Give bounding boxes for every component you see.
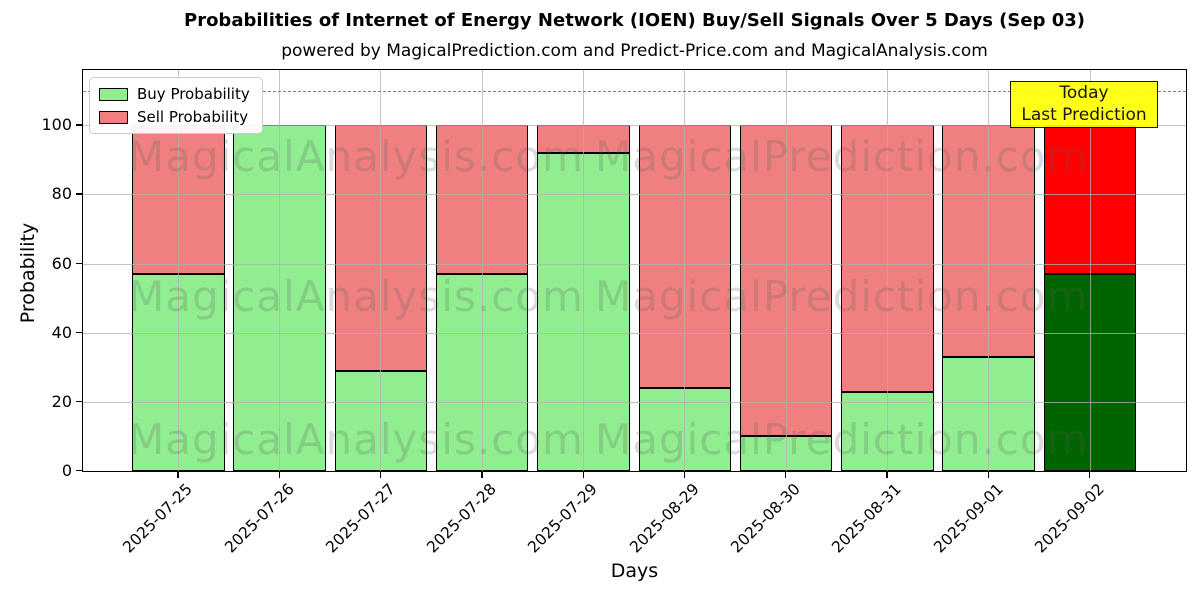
watermark-text: MagicalAnalysis.com — [128, 272, 584, 321]
x-tick-icon — [177, 472, 179, 478]
y-tick-icon — [76, 193, 82, 195]
x-tick-icon — [1089, 472, 1091, 478]
y-tick-icon — [76, 262, 82, 264]
buy-swatch-icon — [99, 87, 128, 101]
x-tick-icon — [987, 472, 990, 478]
watermark-text: MagicalAnalysis.com — [128, 415, 584, 464]
v-gridline — [886, 70, 888, 471]
x-tick-icon — [278, 472, 280, 478]
y-tick-icon — [76, 124, 82, 126]
legend-label-sell: Sell Probability — [137, 108, 249, 126]
y-tick-label: 20 — [51, 391, 72, 411]
legend-label-buy: Buy Probability — [137, 85, 250, 103]
watermark-text: MagicalAnalysis.com — [128, 132, 584, 181]
x-tick-label: 2025-07-27 — [322, 480, 399, 557]
y-tick-label: 80 — [51, 184, 72, 204]
v-gridline — [481, 70, 483, 471]
v-gridline — [177, 70, 179, 471]
watermark-text: MagicalPrediction.com — [595, 415, 1089, 464]
x-tick-label: 2025-07-29 — [524, 480, 602, 557]
h-gridline — [83, 194, 1186, 196]
v-gridline — [583, 70, 584, 471]
y-tick-icon — [76, 331, 82, 334]
chart-title: Probabilities of Internet of Energy Netw… — [184, 10, 1085, 31]
y-tick-label: 0 — [61, 461, 72, 480]
v-gridline — [785, 70, 787, 471]
y-tick-label: 40 — [51, 322, 72, 342]
x-tick-label: 2025-07-25 — [119, 480, 197, 557]
watermark-text: MagicalPrediction.com — [595, 132, 1089, 181]
x-tick-label: 2025-08-29 — [626, 480, 703, 557]
y-tick-icon — [76, 470, 82, 472]
h-gridline — [83, 263, 1186, 265]
v-gridline — [1089, 70, 1091, 471]
legend-item-sell: Sell Probability — [99, 108, 250, 126]
today-annotation: Today Last Prediction — [1010, 81, 1158, 128]
v-gridline — [380, 70, 382, 471]
legend-item-buy: Buy Probability — [99, 85, 250, 103]
y-tick-label: 60 — [51, 253, 72, 273]
x-tick-icon — [886, 472, 888, 478]
y-tick-label: 100 — [41, 115, 72, 135]
x-axis-label: Days — [610, 560, 659, 582]
x-tick-label: 2025-07-28 — [423, 480, 500, 557]
h-gridline — [83, 401, 1186, 403]
x-tick-label: 2025-07-26 — [220, 480, 298, 557]
plot-area: Buy Probability Sell Probability Today L… — [82, 69, 1187, 472]
v-gridline — [684, 70, 686, 471]
legend: Buy Probability Sell Probability — [89, 77, 263, 134]
v-gridline — [988, 70, 990, 471]
today-annotation-line2: Last Prediction — [1021, 104, 1147, 125]
x-tick-icon — [379, 472, 382, 478]
chart-subtitle: powered by MagicalPrediction.com and Pre… — [281, 41, 988, 61]
sell-swatch-icon — [99, 110, 128, 124]
h-gridline — [83, 125, 1186, 127]
x-tick-icon — [785, 472, 787, 478]
x-tick-icon — [582, 472, 584, 478]
today-annotation-line1: Today — [1059, 83, 1109, 104]
v-gridline — [279, 70, 281, 471]
x-tick-label: 2025-09-01 — [929, 480, 1007, 557]
x-tick-icon — [683, 472, 686, 478]
watermark-text: MagicalPrediction.com — [595, 272, 1089, 321]
x-tick-label: 2025-08-30 — [727, 480, 804, 557]
h-gridline — [83, 332, 1186, 334]
x-tick-label: 2025-08-31 — [828, 480, 906, 557]
y-tick-icon — [76, 400, 82, 403]
x-tick-label: 2025-09-02 — [1031, 480, 1108, 557]
x-tick-icon — [481, 472, 483, 478]
dashed-threshold-line — [83, 90, 1186, 92]
